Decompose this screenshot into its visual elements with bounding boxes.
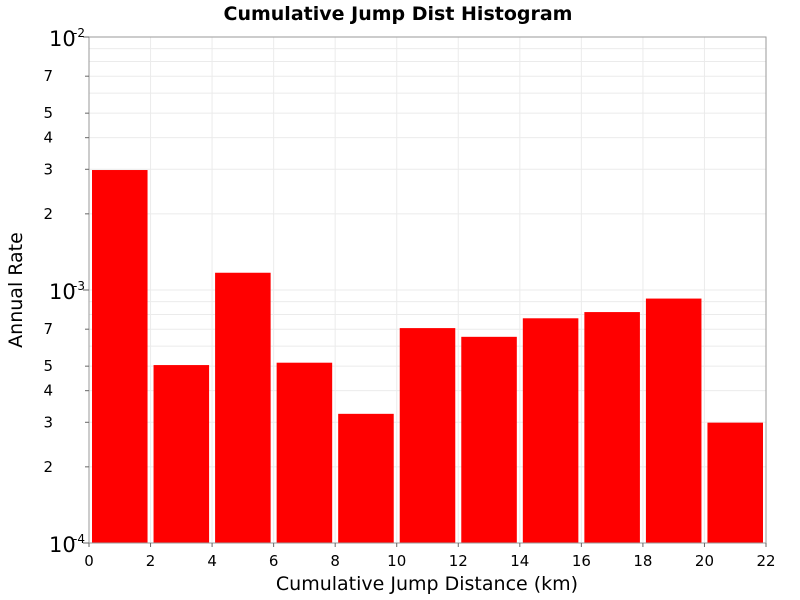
histogram-bar: [399, 328, 456, 543]
histogram-bar: [645, 298, 702, 543]
y-tick-label-major: 10: [49, 533, 76, 557]
y-tick-label-exponent: -3: [73, 279, 85, 293]
histogram-bar: [215, 272, 271, 543]
y-tick-label: 7: [43, 320, 53, 338]
x-tick-label: 20: [695, 552, 714, 570]
x-tick-label: 0: [84, 552, 94, 570]
y-tick-label: 4: [43, 382, 53, 400]
x-tick-label: 4: [207, 552, 217, 570]
x-tick-label: 12: [449, 552, 468, 570]
histogram-bar: [338, 413, 394, 543]
x-tick-label: 6: [269, 552, 279, 570]
bars-group: [92, 170, 763, 543]
histogram-bar: [153, 365, 210, 543]
histogram-bar: [707, 422, 763, 543]
x-tick-label: 14: [510, 552, 529, 570]
x-axis-ticks: 0 2 4 6 8 10 12 14 16 18 20 22: [84, 543, 776, 570]
histogram-bar: [461, 336, 517, 543]
histogram-bar: [276, 362, 333, 543]
histogram-bar: [584, 312, 640, 543]
x-tick-label: 10: [387, 552, 406, 570]
y-tick-label-exponent: -2: [73, 26, 85, 40]
histogram-bar: [522, 318, 579, 543]
y-tick-label: 3: [43, 413, 53, 431]
x-tick-label: 8: [330, 552, 340, 570]
y-tick-label: 2: [43, 458, 53, 476]
y-tick-label: 5: [43, 357, 53, 375]
y-tick-label: 2: [43, 205, 53, 223]
x-tick-label: 22: [756, 552, 775, 570]
y-tick-label-major: 10: [49, 280, 76, 304]
chart-title: Cumulative Jump Dist Histogram: [224, 3, 573, 25]
y-tick-label: 4: [43, 129, 53, 147]
x-tick-label: 2: [146, 552, 156, 570]
y-tick-label: 3: [43, 160, 53, 178]
y-tick-label: 5: [43, 104, 53, 122]
x-tick-label: 18: [633, 552, 652, 570]
y-axis-label: Annual Rate: [5, 232, 27, 348]
y-tick-label-exponent: -4: [73, 532, 85, 546]
histogram-bar: [92, 170, 148, 543]
x-axis-label: Cumulative Jump Distance (km): [276, 573, 578, 595]
y-tick-label: 7: [43, 67, 53, 85]
x-tick-label: 16: [572, 552, 591, 570]
y-tick-label-major: 10: [49, 27, 76, 51]
